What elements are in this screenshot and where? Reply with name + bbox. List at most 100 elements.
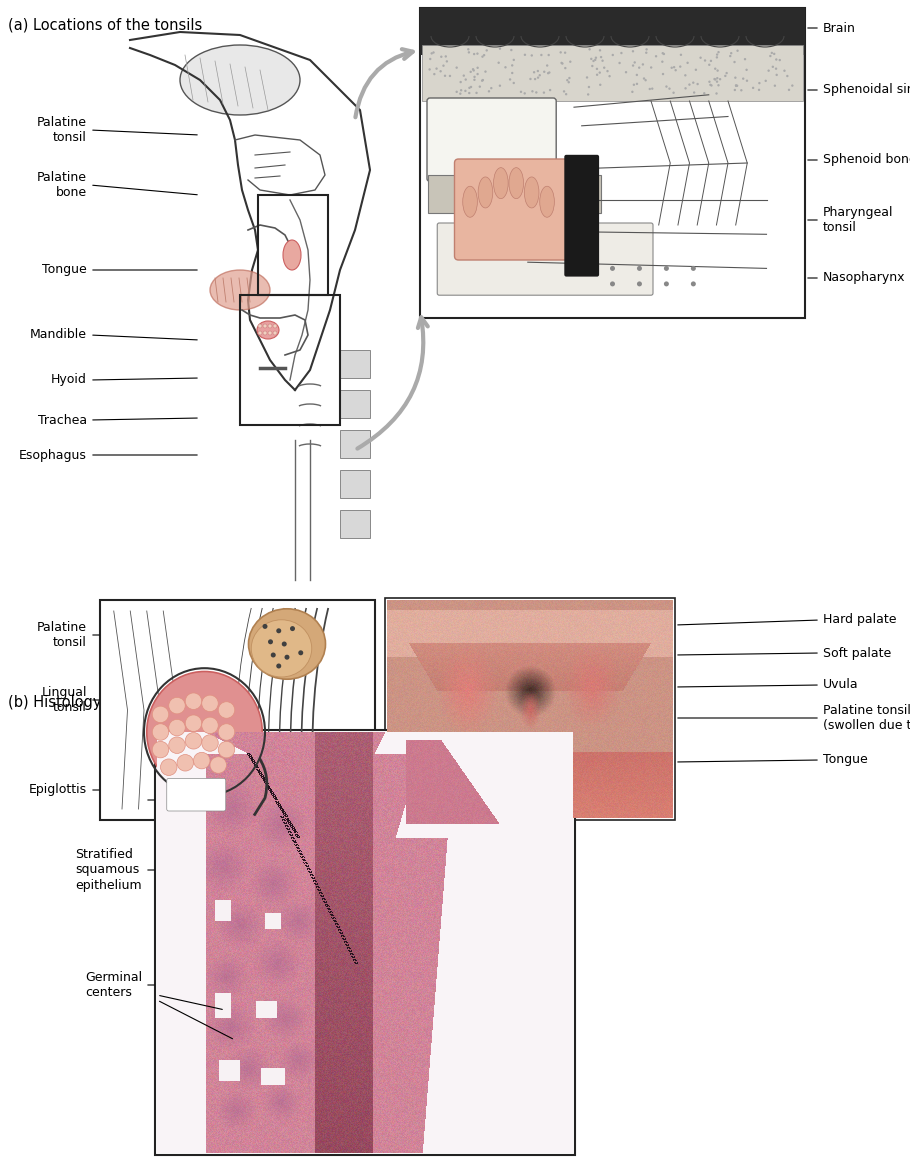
Bar: [258, 195, 328, 294]
Circle shape: [531, 90, 533, 93]
Circle shape: [512, 59, 515, 61]
Circle shape: [565, 93, 567, 95]
Circle shape: [729, 55, 732, 57]
Circle shape: [711, 84, 713, 87]
Text: Esophagus: Esophagus: [19, 448, 87, 461]
Circle shape: [504, 66, 507, 68]
Circle shape: [531, 54, 533, 56]
Circle shape: [775, 59, 777, 61]
Circle shape: [535, 91, 538, 94]
Circle shape: [713, 77, 715, 80]
Circle shape: [563, 90, 565, 93]
Circle shape: [752, 87, 754, 89]
Text: Sphenoidal sinus: Sphenoidal sinus: [823, 83, 910, 96]
Circle shape: [277, 629, 281, 633]
Circle shape: [716, 69, 719, 72]
Text: Stratified
squamous
epithelium: Stratified squamous epithelium: [76, 848, 142, 891]
Circle shape: [599, 83, 602, 86]
Circle shape: [735, 84, 737, 87]
Circle shape: [511, 49, 512, 52]
Circle shape: [481, 55, 484, 57]
Circle shape: [177, 754, 194, 771]
Circle shape: [449, 75, 451, 77]
Circle shape: [589, 48, 591, 50]
Circle shape: [533, 72, 535, 74]
Circle shape: [477, 73, 479, 75]
Circle shape: [595, 56, 597, 59]
Ellipse shape: [463, 187, 478, 217]
FancyBboxPatch shape: [428, 176, 602, 212]
Circle shape: [543, 70, 545, 73]
Bar: [100, 28, 370, 588]
Circle shape: [258, 331, 262, 335]
Circle shape: [735, 84, 737, 87]
FancyBboxPatch shape: [427, 99, 556, 182]
Text: Tongue: Tongue: [42, 264, 87, 277]
Circle shape: [433, 73, 436, 75]
Circle shape: [715, 93, 718, 95]
Circle shape: [298, 650, 303, 656]
Circle shape: [668, 88, 671, 90]
Circle shape: [650, 67, 652, 69]
Bar: [420, 8, 805, 318]
Text: Soft palate: Soft palate: [823, 646, 891, 659]
Circle shape: [774, 68, 777, 70]
Circle shape: [758, 89, 760, 91]
Circle shape: [733, 89, 736, 91]
Circle shape: [456, 90, 458, 93]
Circle shape: [596, 74, 598, 76]
Circle shape: [445, 55, 447, 57]
Circle shape: [636, 82, 638, 86]
Circle shape: [218, 724, 235, 740]
Circle shape: [290, 626, 295, 631]
Circle shape: [590, 57, 592, 60]
Circle shape: [218, 741, 235, 758]
Circle shape: [470, 86, 472, 88]
Circle shape: [520, 90, 522, 93]
Circle shape: [530, 77, 531, 80]
Circle shape: [612, 54, 614, 56]
Circle shape: [633, 61, 636, 63]
Bar: [340, 430, 370, 457]
Ellipse shape: [509, 168, 523, 198]
Circle shape: [691, 266, 696, 271]
Circle shape: [671, 67, 672, 69]
Ellipse shape: [248, 609, 326, 679]
Circle shape: [592, 60, 595, 62]
Bar: [340, 350, 370, 378]
Circle shape: [642, 63, 644, 66]
Circle shape: [645, 48, 648, 50]
Circle shape: [440, 70, 442, 73]
Circle shape: [511, 65, 513, 67]
Circle shape: [592, 65, 593, 67]
Circle shape: [632, 83, 635, 86]
Circle shape: [186, 733, 202, 750]
Circle shape: [546, 65, 549, 67]
Circle shape: [548, 54, 550, 56]
Circle shape: [470, 70, 472, 73]
Circle shape: [430, 52, 433, 55]
Circle shape: [786, 75, 789, 77]
Circle shape: [674, 69, 677, 72]
Circle shape: [541, 54, 542, 56]
Circle shape: [566, 79, 569, 81]
Circle shape: [662, 61, 663, 63]
Bar: [422, 11, 803, 316]
Circle shape: [788, 89, 790, 91]
Circle shape: [784, 69, 785, 72]
Text: Brain: Brain: [823, 21, 856, 34]
Circle shape: [594, 59, 596, 61]
Circle shape: [186, 693, 202, 710]
Circle shape: [481, 79, 484, 81]
Circle shape: [716, 53, 718, 56]
Circle shape: [509, 79, 511, 81]
Circle shape: [632, 90, 633, 93]
Circle shape: [664, 282, 669, 286]
Circle shape: [462, 74, 465, 76]
Circle shape: [709, 83, 712, 86]
Circle shape: [655, 55, 657, 57]
Circle shape: [512, 82, 515, 84]
Circle shape: [773, 53, 775, 55]
Circle shape: [769, 55, 772, 57]
Circle shape: [606, 70, 609, 73]
